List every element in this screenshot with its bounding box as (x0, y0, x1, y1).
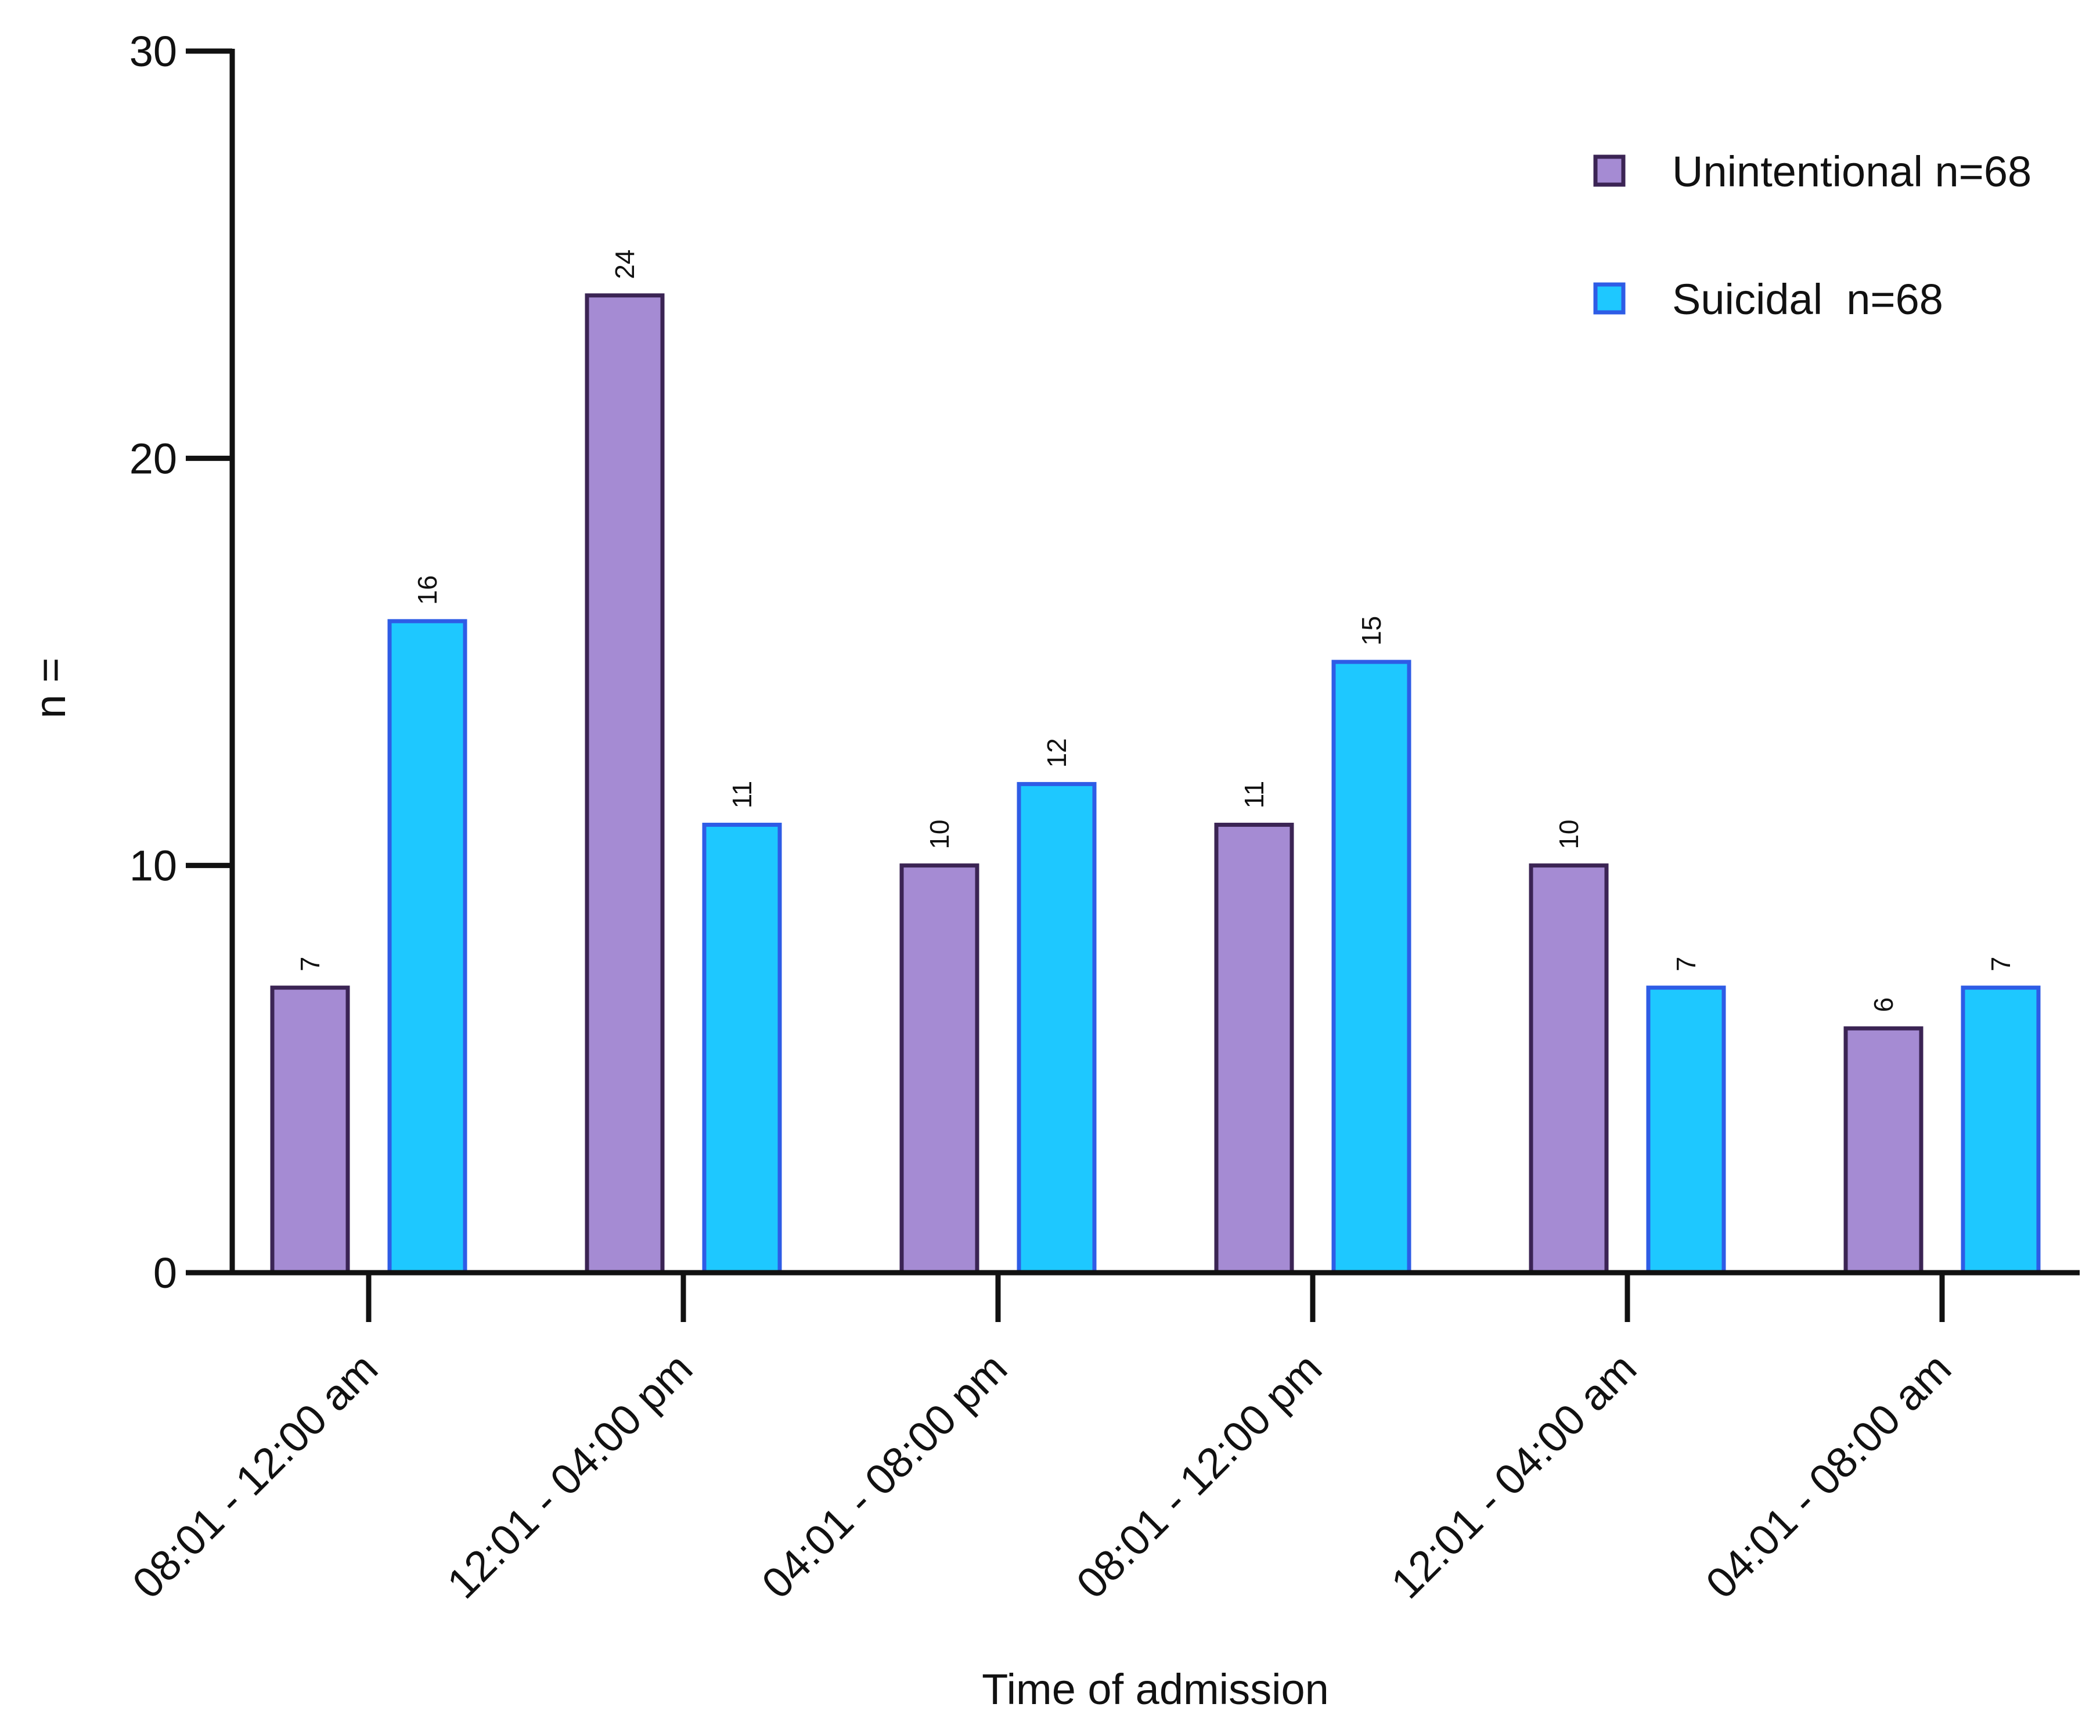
value-label: 6 (1868, 997, 1899, 1013)
y-tick-label: 30 (129, 27, 177, 75)
bar (1214, 823, 1294, 1275)
bar (1017, 781, 1097, 1275)
bar (1961, 985, 2041, 1275)
bar (387, 619, 467, 1275)
value-label: 11 (1239, 781, 1269, 809)
value-label: 10 (924, 819, 954, 849)
x-axis-title: Time of admission (982, 1665, 1329, 1713)
value-label: 7 (295, 956, 325, 971)
x-tick-label: 04:01 - 08:00 pm (752, 1344, 1016, 1608)
x-tick-label: 08:01 - 12:00 am (123, 1344, 387, 1608)
value-label: 12 (1042, 738, 1072, 768)
y-axis-title: n = (26, 658, 74, 719)
bar (702, 823, 782, 1275)
value-label: 7 (1671, 956, 1701, 971)
value-label: 24 (610, 250, 640, 279)
x-tick-label: 12:01 - 04:00 pm (438, 1344, 701, 1608)
y-tick-label: 20 (129, 434, 177, 482)
bar (585, 293, 665, 1275)
y-tick-label: 0 (153, 1249, 177, 1297)
bar (270, 985, 350, 1275)
legend-swatch (1593, 154, 1626, 187)
bar (1331, 660, 1411, 1275)
x-tick-label: 12:01 - 04:00 am (1382, 1344, 1645, 1608)
value-label: 7 (1986, 956, 2016, 971)
bar (1843, 1026, 1924, 1275)
value-label: 11 (727, 781, 757, 809)
bar (899, 863, 979, 1275)
bar (1529, 863, 1609, 1275)
x-tick-label: 08:01 - 12:00 pm (1067, 1344, 1331, 1608)
y-tick-label: 10 (129, 842, 177, 890)
legend-label: Suicidal n=68 (1672, 275, 1943, 323)
value-label: 15 (1356, 616, 1386, 646)
value-label: 16 (412, 575, 442, 605)
bar (1646, 985, 1726, 1275)
value-label: 10 (1554, 819, 1584, 849)
x-tick-label: 04:01 - 08:00 am (1696, 1344, 1960, 1608)
legend-label: Unintentional n=68 (1672, 147, 2031, 196)
legend-swatch (1593, 282, 1626, 315)
